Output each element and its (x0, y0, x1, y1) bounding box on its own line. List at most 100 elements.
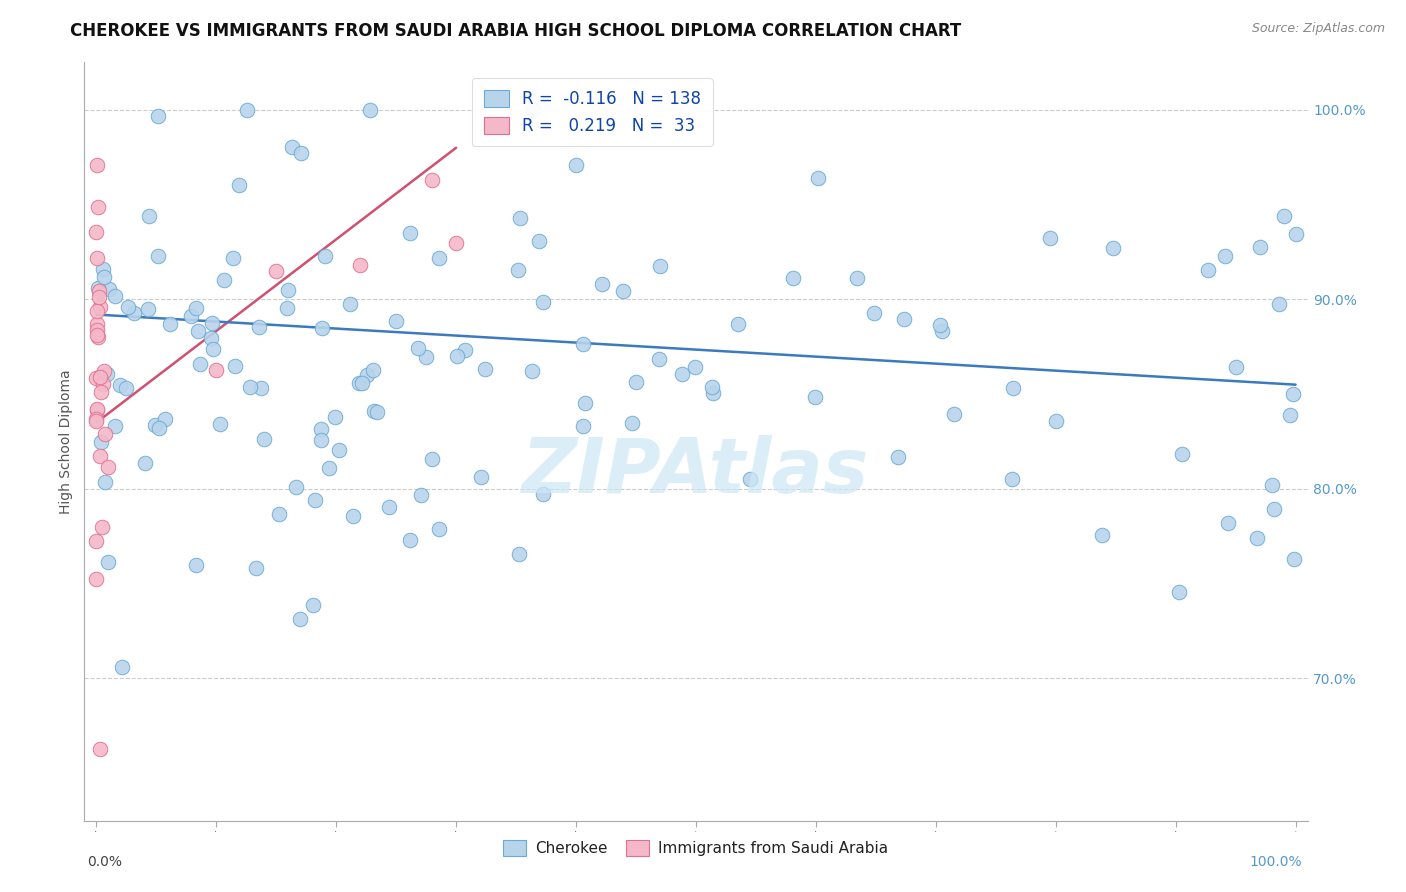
Point (943, 407, 966, 421)
Point (470, 470, 492, 484)
Point (104, 419, 127, 434)
Point (339, 297, 361, 311)
Point (804, 390, 827, 404)
Point (86, 303, 108, 318)
Point (280, 140, 302, 154)
Point (1260, 478, 1282, 492)
Point (91, 261, 114, 276)
Point (702, 386, 724, 401)
Point (782, 271, 804, 285)
Point (98, 282, 121, 296)
Point (328, 443, 350, 458)
Point (366, 404, 388, 418)
Point (453, 343, 475, 357)
Point (224, 359, 246, 374)
Point (738, 472, 761, 486)
Text: 100.0%: 100.0% (1249, 855, 1302, 869)
Point (727, 317, 749, 331)
Point (565, 158, 588, 172)
Point (1039, 231, 1062, 245)
Point (1272, 209, 1295, 223)
Point (863, 306, 886, 320)
Point (89, 435, 111, 450)
Point (86, 327, 108, 342)
Point (1091, 528, 1114, 542)
Point (409, 487, 432, 501)
Point (887, 450, 910, 464)
Point (143, 417, 166, 432)
Point (683, 360, 706, 375)
Point (184, 558, 207, 573)
Point (415, 350, 437, 364)
Point (253, 433, 276, 447)
Point (159, 317, 181, 331)
Point (356, 368, 378, 382)
Point (671, 367, 693, 381)
Point (91, 519, 114, 533)
Text: Source: ZipAtlas.com: Source: ZipAtlas.com (1251, 22, 1385, 36)
Point (446, 349, 468, 363)
Point (86, 158, 108, 172)
Point (90, 385, 112, 400)
Point (1171, 447, 1194, 461)
Point (276, 301, 298, 315)
Point (427, 522, 450, 536)
Point (86, 323, 108, 337)
Point (86, 572, 108, 586)
Point (350, 376, 373, 391)
Point (1101, 241, 1123, 255)
Point (93, 270, 115, 285)
Point (1213, 249, 1236, 263)
Point (361, 362, 384, 376)
Point (612, 284, 634, 298)
Point (591, 277, 613, 292)
Point (311, 321, 333, 335)
Point (1045, 414, 1067, 428)
Point (1282, 387, 1305, 401)
Point (87, 281, 110, 295)
Point (153, 412, 176, 426)
Point (94, 426, 117, 441)
Point (444, 235, 467, 250)
Point (1225, 360, 1247, 375)
Point (96, 367, 118, 381)
Point (247, 320, 270, 334)
Point (385, 314, 408, 328)
Point (509, 211, 531, 225)
Point (359, 103, 381, 117)
Point (572, 419, 595, 434)
Point (931, 324, 953, 338)
Point (180, 310, 202, 324)
Point (134, 456, 156, 470)
Point (318, 461, 340, 475)
Point (531, 295, 554, 310)
Point (184, 301, 207, 316)
Point (574, 396, 596, 410)
Point (572, 336, 595, 351)
Point (420, 452, 443, 467)
Point (527, 234, 550, 248)
Point (146, 109, 169, 123)
Point (1218, 516, 1240, 530)
Point (1284, 551, 1306, 566)
Point (86, 371, 108, 385)
Point (89, 289, 111, 303)
Point (301, 598, 323, 612)
Y-axis label: High School Diploma: High School Diploma (59, 369, 73, 514)
Point (304, 492, 326, 507)
Point (86, 317, 108, 331)
Point (205, 363, 228, 377)
Point (1002, 381, 1025, 395)
Point (111, 660, 134, 674)
Point (1263, 502, 1285, 516)
Point (290, 146, 312, 161)
Point (1168, 585, 1191, 599)
Legend: Cherokee, Immigrants from Saudi Arabia: Cherokee, Immigrants from Saudi Arabia (498, 834, 894, 863)
Point (846, 271, 869, 285)
Point (399, 226, 422, 240)
Point (620, 416, 643, 430)
Point (702, 380, 724, 394)
Point (87, 200, 110, 214)
Point (314, 249, 336, 263)
Point (520, 364, 543, 378)
